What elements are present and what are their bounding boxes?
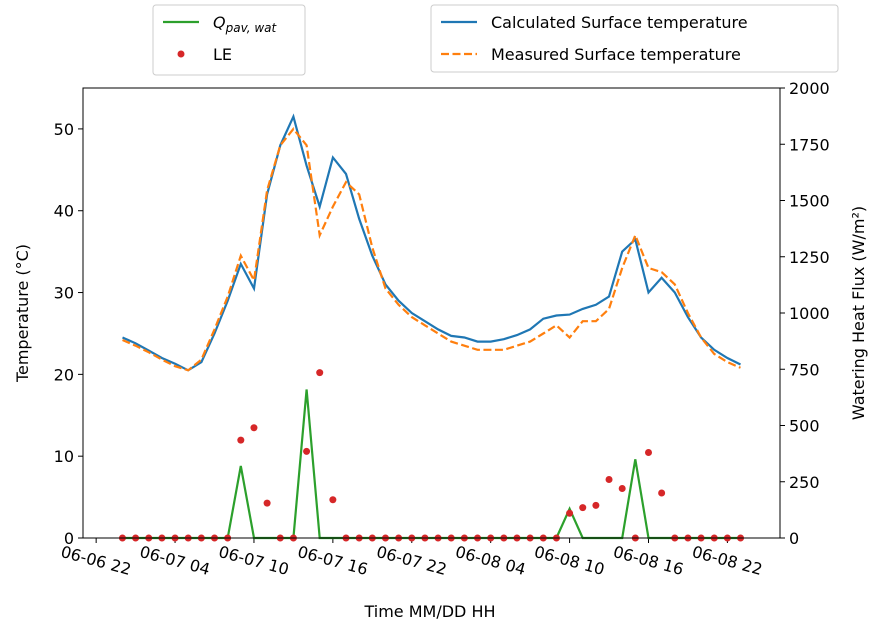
y2-tick-label: 1500 bbox=[789, 192, 830, 211]
data-point bbox=[605, 476, 613, 483]
x-tick-label: 06-08 22 bbox=[690, 542, 764, 579]
data-point bbox=[566, 509, 574, 517]
data-point bbox=[250, 424, 258, 432]
y2-tick-label: 500 bbox=[789, 417, 820, 436]
series-line bbox=[122, 389, 741, 540]
y2-tick-label: 0 bbox=[789, 529, 799, 548]
data-point bbox=[579, 504, 587, 512]
data-point bbox=[316, 369, 324, 377]
x-tick-label: 06-07 16 bbox=[296, 542, 370, 579]
data-point bbox=[303, 447, 311, 455]
series-line bbox=[122, 127, 741, 372]
legend-marker bbox=[177, 50, 185, 58]
y-axis-label: Temperature (°C) bbox=[13, 244, 32, 383]
x-axis-label: Time MM/DD HH bbox=[363, 602, 495, 621]
y-tick-label: 50 bbox=[54, 120, 74, 139]
y2-tick-label: 1750 bbox=[789, 135, 830, 154]
data-point bbox=[263, 499, 271, 507]
data-point bbox=[592, 501, 600, 509]
legend-box bbox=[430, 4, 839, 73]
y-tick-label: 40 bbox=[54, 202, 74, 221]
y-tick-label: 10 bbox=[54, 447, 74, 466]
y2-axis-label: Watering Heat Flux (W/m²) bbox=[849, 206, 868, 420]
x-tick-label: 06-07 10 bbox=[217, 542, 291, 579]
legend-label: LE bbox=[213, 45, 232, 64]
y2-tick-label: 250 bbox=[789, 473, 820, 492]
y2-tick-label: 2000 bbox=[789, 79, 830, 98]
data-point bbox=[329, 496, 337, 504]
y2-tick-label: 750 bbox=[789, 360, 820, 379]
data-point bbox=[237, 436, 245, 444]
legend-label: Measured Surface temperature bbox=[491, 45, 741, 64]
x-tick-label: 06-07 22 bbox=[374, 542, 448, 579]
y-tick-label: 20 bbox=[54, 365, 74, 384]
x-tick-label: 06-08 16 bbox=[611, 542, 685, 579]
y-tick-label: 30 bbox=[54, 284, 74, 303]
y-tick-label: 0 bbox=[64, 529, 74, 548]
legend-box bbox=[152, 4, 306, 76]
x-tick-label: 06-08 04 bbox=[453, 542, 527, 579]
data-point bbox=[618, 485, 626, 492]
series-line bbox=[122, 113, 741, 372]
data-point bbox=[658, 489, 666, 497]
legend-label: Calculated Surface temperature bbox=[491, 13, 748, 32]
x-tick-label: 06-07 04 bbox=[138, 542, 212, 579]
y2-tick-label: 1000 bbox=[789, 304, 830, 323]
x-tick-label: 06-08 10 bbox=[532, 542, 606, 579]
x-tick-label: 06-06 22 bbox=[59, 542, 133, 579]
y2-tick-label: 1250 bbox=[789, 248, 830, 267]
legend-label: Qpav, wat bbox=[213, 13, 277, 35]
plot-frame bbox=[82, 87, 781, 539]
data-point bbox=[644, 449, 652, 456]
